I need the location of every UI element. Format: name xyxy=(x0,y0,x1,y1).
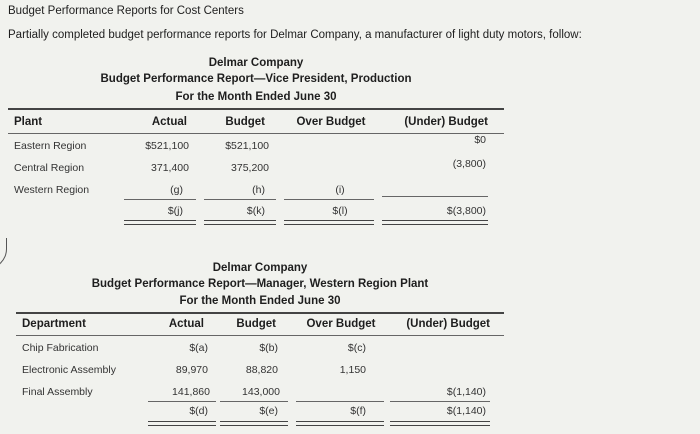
total-double-rule xyxy=(220,421,288,426)
report1-header-budget: Budget xyxy=(225,116,265,128)
table-cell: (g) xyxy=(170,184,183,196)
subtotal-rule xyxy=(284,199,374,200)
table-cell: $521,100 xyxy=(225,140,269,152)
report1-header-rule xyxy=(8,133,504,134)
report1-header-actual: Actual xyxy=(151,116,187,128)
table-cell: 1,150 xyxy=(339,364,366,376)
table-total: $(f) xyxy=(350,405,366,417)
table-row-label: Eastern Region xyxy=(14,140,87,152)
total-double-rule xyxy=(148,421,216,426)
table-cell: (h) xyxy=(252,184,265,196)
table-cell: 89,970 xyxy=(175,364,208,376)
report2-header-budget: Budget xyxy=(236,318,276,330)
report1-name: Budget Performance Report—Vice President… xyxy=(100,73,412,85)
table-row-label: Central Region xyxy=(14,162,85,174)
table-cell: 143,000 xyxy=(242,386,280,398)
table-cell: $(c) xyxy=(347,342,366,354)
subtotal-rule xyxy=(382,196,488,197)
table-cell: 141,860 xyxy=(172,386,210,398)
table-cell: 375,200 xyxy=(231,162,269,174)
report1-period: For the Month Ended June 30 xyxy=(175,91,337,103)
table-row-label: Western Region xyxy=(14,184,90,196)
table-total: $(l) xyxy=(332,205,348,217)
table-row-label: Electronic Assembly xyxy=(22,364,116,376)
report1-company: Delmar Company xyxy=(208,57,304,69)
table-total: $(k) xyxy=(246,205,265,217)
table-cell: 371,400 xyxy=(151,162,189,174)
table-total: $(1,140) xyxy=(446,405,486,417)
table-total: $(3,800) xyxy=(446,205,486,217)
total-double-rule xyxy=(390,421,490,426)
table-cell: $(b) xyxy=(259,342,278,354)
subtotal-rule xyxy=(220,401,288,402)
table-row-label: Final Assembly xyxy=(22,386,93,398)
report1-top-rule xyxy=(8,108,504,110)
table-cell: (3,800) xyxy=(452,158,486,170)
total-double-rule xyxy=(284,220,374,225)
subtotal-rule xyxy=(390,401,490,402)
total-double-rule xyxy=(204,220,276,225)
page-title: Budget Performance Reports for Cost Cent… xyxy=(8,5,244,17)
report1-header-under: (Under) Budget xyxy=(404,116,488,128)
report2-company: Delmar Company xyxy=(212,262,308,274)
total-double-rule xyxy=(382,220,488,225)
report2-header-department: Department xyxy=(22,318,86,330)
report2-top-rule xyxy=(16,312,504,314)
report2-period: For the Month Ended June 30 xyxy=(179,295,341,307)
report2-header-under: (Under) Budget xyxy=(406,318,490,330)
table-row-label: Chip Fabrication xyxy=(22,342,99,354)
report2-header-rule xyxy=(16,335,504,336)
table-total: $(e) xyxy=(259,405,278,417)
report1-header-over: Over Budget xyxy=(296,116,366,128)
table-cell: $0 xyxy=(474,134,486,146)
table-cell: $(1,140) xyxy=(446,386,486,398)
intro-text: Partially completed budget performance r… xyxy=(8,29,582,41)
report2-name: Budget Performance Report—Manager, Weste… xyxy=(91,278,429,290)
total-double-rule xyxy=(124,220,196,225)
total-double-rule xyxy=(296,421,384,426)
table-cell: (i) xyxy=(335,184,345,196)
table-cell: $521,100 xyxy=(145,140,189,152)
table-cell: 88,820 xyxy=(245,364,278,376)
subtotal-rule xyxy=(204,199,276,200)
report2-header-over: Over Budget xyxy=(306,318,376,330)
table-cell: $(a) xyxy=(189,342,208,354)
subtotal-rule xyxy=(124,199,196,200)
subtotal-rule xyxy=(296,401,384,402)
report1-header-plant: Plant xyxy=(14,116,43,128)
report2-header-actual: Actual xyxy=(168,318,204,330)
subtotal-rule xyxy=(148,401,216,402)
table-total: $(j) xyxy=(167,205,183,217)
table-total: $(d) xyxy=(189,405,208,417)
